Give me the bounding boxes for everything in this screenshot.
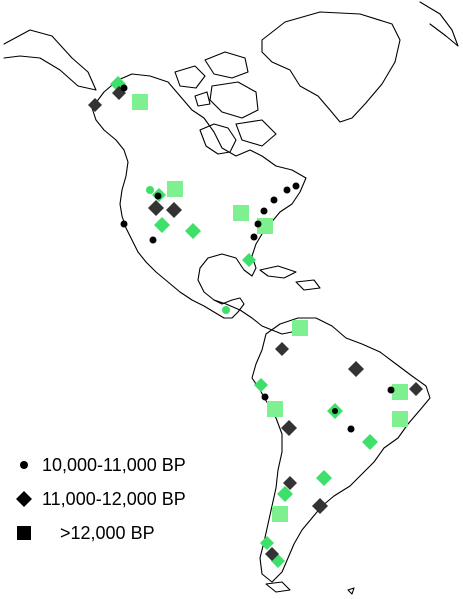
circle-icon: [10, 459, 38, 471]
site-circle: [387, 386, 395, 394]
legend-label: 11,000-12,000 BP: [42, 488, 186, 509]
arctic-island-coast: [235, 119, 277, 147]
sites-diamond-dark: [88, 86, 423, 561]
central-america-coast: [213, 299, 303, 335]
site-diamond: [166, 202, 182, 218]
siberia-coast: [3, 29, 97, 91]
hudson-bay-coast: [199, 123, 237, 155]
site-diamond: [242, 253, 256, 267]
site-diamond: [148, 200, 164, 216]
square-icon: [10, 525, 38, 541]
site-circle: [120, 84, 128, 92]
site-diamond: [283, 476, 297, 490]
greenland-coast: [261, 11, 401, 123]
arctic-island-coast: [204, 51, 249, 79]
site-diamond: [88, 98, 102, 112]
tierra-del-fuego-coast: [265, 581, 291, 593]
site-square: [392, 384, 408, 400]
site-square: [272, 506, 288, 522]
site-square: [167, 181, 183, 197]
legend: 10,000-11,000 BP 11,000-12,000 BP >12,00…: [10, 448, 240, 550]
sites-circle-green: [146, 186, 230, 314]
site-circle: [154, 192, 162, 200]
site-diamond: [275, 342, 289, 356]
site-diamond: [277, 486, 293, 502]
site-circle: [146, 186, 154, 194]
site-circle: [347, 425, 355, 433]
sites-circle-black: [120, 84, 395, 433]
site-circle: [250, 233, 258, 241]
legend-item-diamond: 11,000-12,000 BP: [10, 482, 240, 516]
site-diamond: [281, 420, 297, 436]
site-circle: [283, 186, 291, 194]
site-diamond: [265, 547, 279, 561]
site-diamond: [260, 536, 274, 550]
site-diamond: [348, 361, 364, 377]
site-square: [233, 205, 249, 221]
falklands-coast: [347, 587, 355, 595]
diamond-icon: [10, 490, 38, 508]
arctic-island-coast: [194, 91, 211, 107]
siberia-coast: [419, 1, 459, 47]
site-circle: [260, 207, 268, 215]
arctic-island-coast: [174, 65, 206, 89]
cuba-coast: [259, 265, 297, 279]
site-diamond: [409, 382, 423, 396]
site-diamond: [316, 470, 332, 486]
legend-label: 10,000-11,000 BP: [42, 454, 186, 475]
site-square: [132, 94, 148, 110]
site-circle: [222, 306, 230, 314]
site-square: [292, 320, 308, 336]
site-square: [392, 411, 408, 427]
site-circle: [120, 220, 128, 228]
site-diamond: [185, 223, 201, 239]
site-diamond: [154, 217, 170, 233]
site-square: [267, 401, 283, 417]
legend-item-square: >12,000 BP: [10, 516, 240, 550]
sites-square-green: [132, 94, 408, 522]
hispaniola-coast: [295, 279, 321, 291]
south-america-coast: [251, 317, 431, 583]
site-diamond: [362, 434, 378, 450]
site-circle: [292, 182, 300, 190]
north-america-coast: [91, 73, 307, 319]
site-diamond: [254, 378, 268, 392]
site-square: [257, 218, 273, 234]
site-circle: [332, 408, 338, 414]
legend-item-circle: 10,000-11,000 BP: [10, 448, 240, 482]
site-circle: [149, 236, 157, 244]
legend-label: >12,000 BP: [60, 522, 155, 543]
site-diamond: [312, 498, 328, 514]
arctic-island-coast: [209, 81, 259, 119]
site-circle: [261, 393, 269, 401]
site-circle: [254, 220, 262, 228]
site-circle: [270, 196, 278, 204]
